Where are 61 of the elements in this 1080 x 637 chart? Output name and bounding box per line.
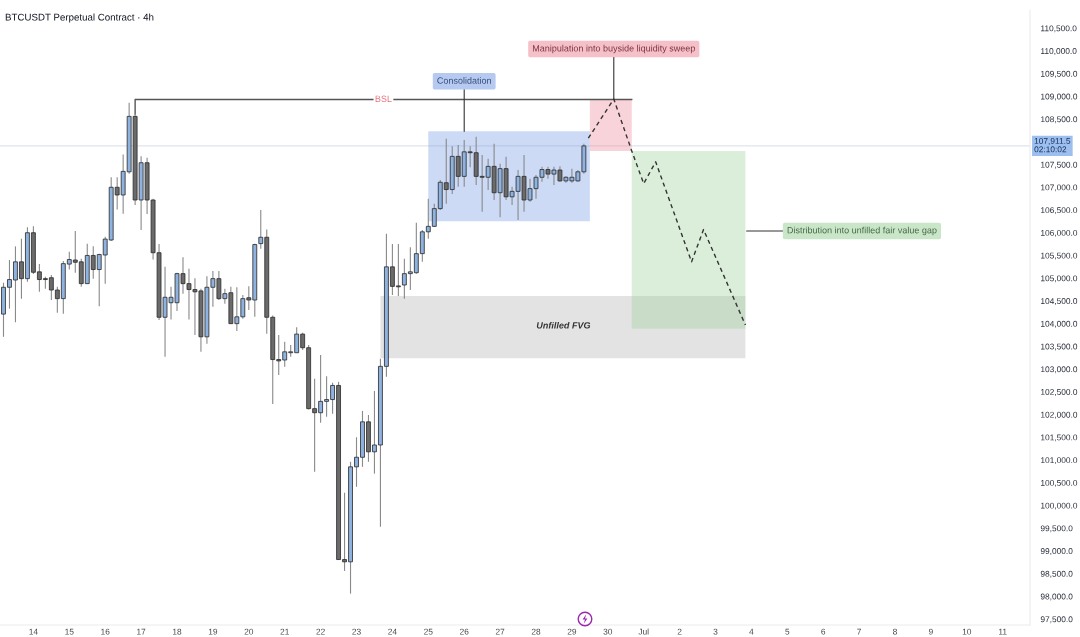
- x-tick-label: 15: [65, 628, 74, 635]
- x-tick-label: 2: [677, 628, 682, 635]
- x-tick-label: 5: [785, 628, 790, 635]
- x-tick-label: 19: [208, 628, 218, 635]
- annotation: Unfilled FVG: [536, 321, 591, 329]
- x-tick-label: 24: [388, 628, 397, 635]
- x-tick-label: 16: [101, 628, 110, 635]
- x-tick-label: 14: [29, 628, 38, 635]
- y-tick-label: 109,000.0: [1041, 93, 1078, 101]
- chart-title: BTCUSDT Perpetual Contract · 4h: [5, 13, 154, 23]
- y-tick-label: 103,500.0: [1041, 343, 1078, 351]
- y-tick-label: 102,000.0: [1041, 411, 1078, 419]
- y-tick-label: 97,500.0: [1040, 616, 1073, 624]
- y-tick-label: 99,000.0: [1040, 548, 1073, 555]
- y-tick-label: 107,000.0: [1041, 184, 1078, 192]
- series-label: BSL: [375, 95, 392, 102]
- x-tick-label: 10: [962, 628, 972, 635]
- y-tick-label: 103,000.0: [1041, 366, 1078, 374]
- x-tick-label: 4: [749, 628, 754, 635]
- y-tick-label: 100,000.0: [1041, 502, 1078, 510]
- y-tick-label: 104,500.0: [1041, 298, 1078, 305]
- x-tick-label: Jul: [638, 628, 649, 635]
- y-tick-label: 104,000.0: [1041, 320, 1078, 328]
- x-tick-label: 11: [999, 628, 1007, 635]
- y-tick-label: 110,500.0: [1041, 25, 1077, 33]
- y-tick-label: 98,000.0: [1040, 593, 1073, 601]
- annotation: Distribution into unfilled fair value gap: [787, 226, 937, 236]
- x-tick-label: 20: [244, 628, 254, 635]
- y-tick-label: 98,500.0: [1040, 570, 1073, 578]
- y-tick-label: 99,500.0: [1040, 525, 1073, 533]
- y-tick-label: 105,000.0: [1041, 275, 1078, 283]
- x-tick-label: 28: [531, 628, 541, 635]
- ref-line-label: 107,911.5 02:10:02: [1034, 137, 1071, 153]
- y-tick-label: 101,500.0: [1041, 434, 1078, 442]
- x-tick-label: 21: [280, 628, 289, 635]
- x-tick-label: 25: [424, 628, 433, 635]
- y-tick-label: 106,500.0: [1041, 207, 1078, 215]
- y-tick-label: 109,500.0: [1041, 70, 1078, 78]
- y-tick-label: 100,500.0: [1041, 479, 1078, 487]
- y-tick-label: 110,000.0: [1041, 48, 1077, 55]
- y-tick-label: 108,500.0: [1041, 116, 1078, 124]
- x-tick-label: 18: [173, 628, 182, 635]
- x-tick-label: 29: [567, 628, 577, 635]
- y-tick-label: 107,500.0: [1041, 161, 1078, 169]
- x-tick-label: 3: [713, 628, 718, 635]
- x-tick-label: 17: [137, 628, 146, 635]
- y-tick-label: 106,000.0: [1041, 229, 1078, 237]
- x-tick-label: 7: [857, 628, 861, 635]
- x-tick-label: 9: [928, 628, 933, 635]
- x-tick-label: 6: [821, 628, 826, 635]
- y-tick-label: 101,000.0: [1041, 457, 1078, 465]
- x-tick-label: 26: [459, 628, 469, 635]
- x-tick-label: 27: [495, 628, 505, 635]
- x-tick-label: 8: [893, 628, 897, 635]
- x-tick-label: 22: [316, 628, 325, 635]
- y-tick-label: 105,500.0: [1041, 252, 1078, 260]
- x-tick-label: 23: [352, 628, 361, 635]
- y-tick-label: 102,500.0: [1041, 389, 1078, 396]
- annotation: Manipulation into buyside liquidity sweep: [532, 44, 695, 54]
- annotation: Consolidation: [437, 77, 491, 84]
- x-tick-label: 30: [603, 628, 613, 635]
